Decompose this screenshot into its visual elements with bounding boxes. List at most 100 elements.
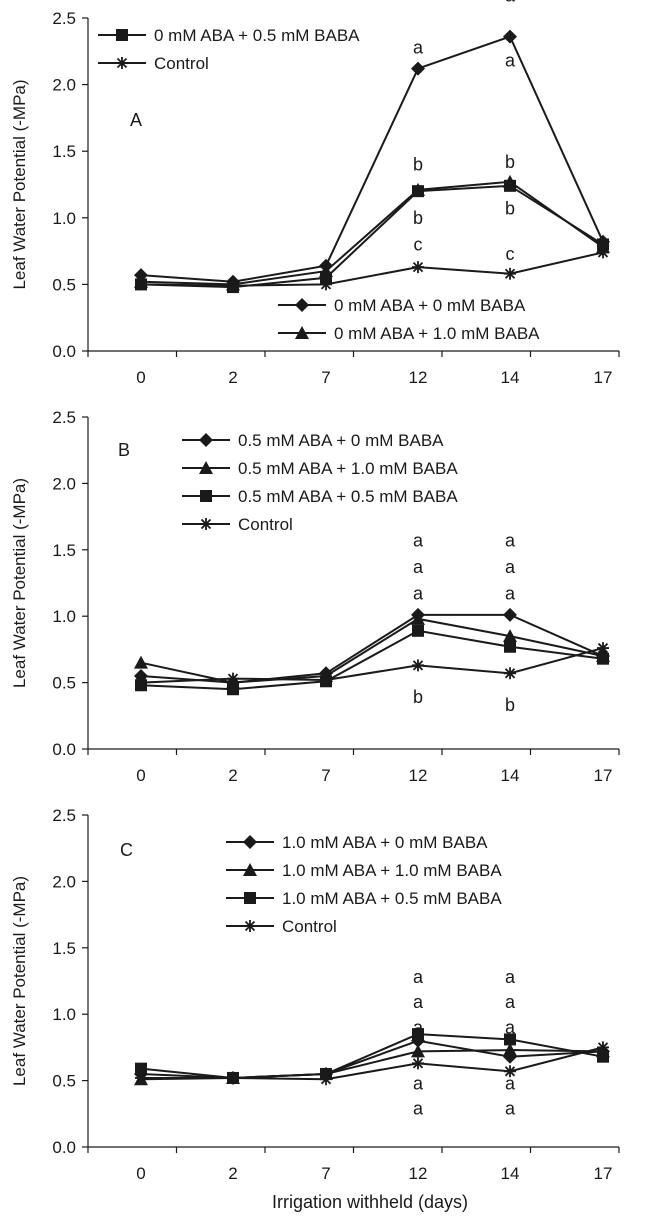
significance-letter: a bbox=[413, 992, 424, 1012]
significance-letter: a bbox=[505, 0, 516, 5]
data-point-0-5-mm-aba-0-5-mm-baba bbox=[504, 640, 516, 653]
x-tick-label: 7 bbox=[321, 368, 330, 387]
panel-label: B bbox=[118, 440, 130, 460]
data-point-0-mm-aba-0-5-mm-baba bbox=[504, 179, 516, 192]
legend-marker-control bbox=[200, 518, 212, 530]
data-point-0-5-mm-aba-1-0-mm-baba bbox=[503, 629, 517, 643]
x-tick-label: 12 bbox=[409, 766, 428, 785]
x-tick-label: 17 bbox=[594, 1164, 613, 1183]
y-tick-label: 2.0 bbox=[52, 474, 76, 493]
significance-letter: a bbox=[413, 584, 424, 604]
significance-letter: a bbox=[505, 1017, 516, 1037]
significance-letter: a bbox=[505, 967, 516, 987]
significance-letter: b bbox=[413, 208, 423, 228]
y-tick-label: 2.5 bbox=[52, 9, 76, 28]
legend-marker-0-mm-aba-0-5-mm-baba bbox=[116, 29, 128, 41]
series-line-0-5-mm-aba-0-5-mm-baba bbox=[140, 629, 604, 691]
data-point-1-0-mm-aba-0-5-mm-baba bbox=[597, 1050, 609, 1063]
significance-letter: a bbox=[505, 992, 516, 1012]
significance-letter: a bbox=[505, 1073, 516, 1093]
x-tick-label: 17 bbox=[594, 368, 613, 387]
data-point-control bbox=[320, 673, 332, 686]
y-tick-label: 1.5 bbox=[52, 142, 76, 161]
significance-letter: b bbox=[505, 695, 515, 715]
legend-label: Control bbox=[154, 54, 209, 73]
y-tick-label: 0.5 bbox=[52, 1072, 76, 1091]
y-tick-label: 1.0 bbox=[52, 607, 76, 626]
x-tick-label: 14 bbox=[501, 766, 520, 785]
data-point-1-0-mm-aba-0-5-mm-baba bbox=[412, 1028, 424, 1041]
data-point-control bbox=[412, 1057, 424, 1070]
y-tick-label: 1.5 bbox=[52, 939, 76, 958]
legend-marker-0-5-mm-aba-1-0-mm-baba bbox=[199, 461, 213, 474]
y-axis-title: Leaf Water Potential (-MPa) bbox=[10, 79, 29, 289]
x-tick-label: 0 bbox=[136, 1164, 145, 1183]
x-tick-label: 17 bbox=[594, 766, 613, 785]
legend-marker-1-0-mm-aba-1-0-mm-baba bbox=[243, 863, 257, 876]
legend-label: 0 mM ABA + 0 mM BABA bbox=[334, 296, 526, 315]
legend-marker-control bbox=[116, 57, 128, 69]
data-point-0-mm-aba-0-mm-baba bbox=[411, 61, 425, 76]
legend-label: 0 mM ABA + 1.0 mM BABA bbox=[334, 324, 540, 343]
significance-letter: a bbox=[413, 967, 424, 987]
data-point-control bbox=[227, 672, 239, 685]
y-axis-title: Leaf Water Potential (-MPa) bbox=[10, 876, 29, 1086]
y-tick-label: 0.5 bbox=[52, 674, 76, 693]
panel-a: 0.0 0.5 1.0 1.5 2.0 2.5 0 2 7 12 14 17 Leaf Water Po… bbox=[10, 0, 620, 387]
data-point-0-mm-aba-0-mm-baba bbox=[503, 29, 517, 44]
data-point-1-0-mm-aba-0-5-mm-baba bbox=[135, 1062, 147, 1075]
data-point-control bbox=[504, 667, 516, 680]
data-point-control bbox=[597, 642, 609, 655]
significance-letter: a bbox=[505, 584, 516, 604]
data-point-control bbox=[320, 1073, 332, 1086]
significance-letter: b bbox=[413, 155, 423, 175]
series-line-1-0-mm-aba-0-mm-baba bbox=[140, 1039, 604, 1079]
x-tick-label: 12 bbox=[409, 1164, 428, 1183]
data-point-control bbox=[227, 1071, 239, 1084]
data-point-control bbox=[135, 278, 147, 291]
data-point-control bbox=[504, 1065, 516, 1078]
data-point-0-5-mm-aba-0-5-mm-baba bbox=[597, 652, 609, 665]
legend-label: 0 mM ABA + 0.5 mM BABA bbox=[154, 26, 360, 45]
legend-label: 0.5 mM ABA + 1.0 mM BABA bbox=[238, 459, 458, 478]
data-point-control bbox=[135, 676, 147, 689]
significance-letter: c bbox=[414, 234, 423, 254]
x-tick-label: 0 bbox=[136, 766, 145, 785]
series-line-1-0-mm-aba-0-5-mm-baba bbox=[140, 1033, 604, 1079]
y-tick-label: 1.0 bbox=[52, 209, 76, 228]
series-line-control bbox=[140, 647, 604, 684]
y-tick-label: 1.5 bbox=[52, 541, 76, 560]
significance-letter: a bbox=[413, 37, 424, 57]
data-point-1-0-mm-aba-1-0-mm-baba bbox=[411, 1044, 425, 1058]
data-point-control bbox=[320, 278, 332, 291]
data-point-0-5-mm-aba-1-0-mm-baba bbox=[134, 655, 148, 669]
data-point-0-5-mm-aba-0-5-mm-baba bbox=[412, 624, 424, 637]
y-tick-label: 0.0 bbox=[52, 1138, 76, 1157]
legend-label: 1.0 mM ABA + 1.0 mM BABA bbox=[282, 861, 502, 880]
x-tick-label: 12 bbox=[409, 368, 428, 387]
legend-label: Control bbox=[282, 917, 337, 936]
data-point-control bbox=[227, 279, 239, 292]
panel-b: 0.0 0.5 1.0 1.5 2.0 2.5 0 2 7 12 14 17 Leaf Water Po… bbox=[10, 408, 620, 785]
x-tick-label: 2 bbox=[228, 1164, 237, 1183]
legend-marker-0-mm-aba-0-mm-baba bbox=[295, 298, 309, 312]
legend-marker-0-5-mm-aba-0-mm-baba bbox=[199, 433, 213, 447]
y-tick-label: 0.0 bbox=[52, 342, 76, 361]
y-axis-title: Leaf Water Potential (-MPa) bbox=[10, 478, 29, 688]
data-point-0-5-mm-aba-0-5-mm-baba bbox=[227, 683, 239, 696]
significance-letter: b bbox=[413, 687, 423, 707]
significance-letter: a bbox=[505, 531, 516, 551]
legend-marker-1-0-mm-aba-0-5-mm-baba bbox=[244, 892, 256, 904]
significance-letter: c bbox=[506, 244, 515, 264]
panel-label: C bbox=[120, 840, 133, 860]
x-tick-label: 14 bbox=[501, 368, 520, 387]
x-tick-label: 7 bbox=[321, 766, 330, 785]
y-tick-label: 2.0 bbox=[52, 76, 76, 95]
series-line-control bbox=[141, 1046, 604, 1081]
panel-label: A bbox=[130, 110, 142, 130]
series-line-0-5-mm-aba-0-mm-baba bbox=[140, 613, 604, 684]
x-tick-label: 2 bbox=[228, 766, 237, 785]
series-line-0-mm-aba-1-0-mm-baba bbox=[140, 180, 604, 286]
